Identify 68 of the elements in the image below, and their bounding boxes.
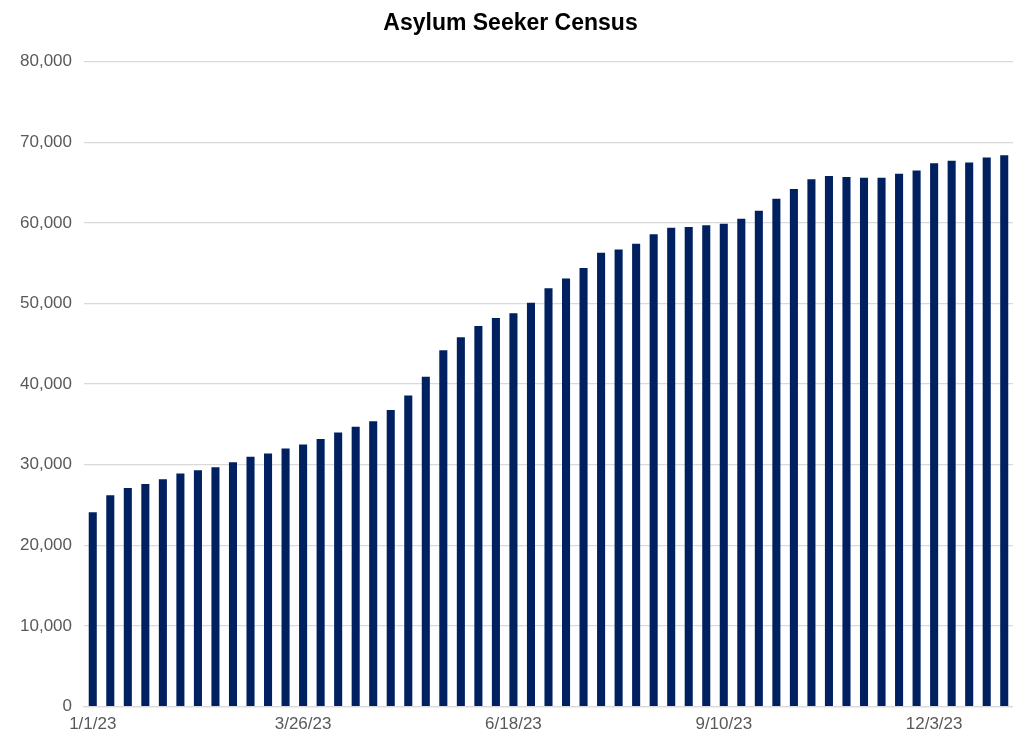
bar <box>439 350 448 706</box>
bar <box>859 177 869 706</box>
bar <box>842 176 851 706</box>
bar <box>719 223 728 706</box>
bar <box>544 288 553 706</box>
bar <box>299 444 308 706</box>
y-tick-label: 30,000 <box>20 454 72 474</box>
bar <box>88 512 97 706</box>
bar <box>824 176 833 706</box>
y-tick-label: 40,000 <box>20 373 72 393</box>
bar <box>562 278 571 706</box>
bar <box>649 234 658 706</box>
bar <box>982 157 991 706</box>
y-tick-label: 0 <box>62 696 72 716</box>
bar <box>211 467 220 706</box>
bar <box>141 484 150 706</box>
bar <box>702 225 711 706</box>
bar <box>947 160 956 706</box>
bar <box>421 376 430 706</box>
bar <box>246 456 255 706</box>
bar <box>106 495 115 706</box>
bar <box>965 162 974 706</box>
bar <box>474 326 483 706</box>
bar <box>316 438 325 706</box>
bar <box>807 179 816 706</box>
bar <box>930 163 939 706</box>
bar <box>281 448 290 706</box>
x-tick-label: 12/3/23 <box>905 714 963 734</box>
bar <box>369 421 378 706</box>
chart-title: Asylum Seeker Census <box>383 9 638 36</box>
bar <box>193 470 202 706</box>
bar <box>667 227 676 706</box>
bar <box>491 317 500 706</box>
x-tick-label: 9/10/23 <box>695 714 753 734</box>
bar <box>737 218 746 706</box>
bar <box>386 409 395 706</box>
bar <box>632 243 641 706</box>
bar <box>877 177 886 706</box>
y-tick-label: 60,000 <box>20 212 72 232</box>
y-tick-label: 10,000 <box>20 615 72 635</box>
bar <box>789 188 798 706</box>
y-tick-label: 50,000 <box>20 293 72 313</box>
bar <box>509 313 518 706</box>
y-tick-label: 70,000 <box>20 131 72 151</box>
bar <box>176 473 185 706</box>
x-tick-label: 3/26/23 <box>274 714 332 734</box>
bar <box>614 249 623 706</box>
y-tick-label: 20,000 <box>20 535 72 555</box>
bar <box>597 252 606 706</box>
bar <box>158 479 167 706</box>
bar <box>895 173 904 706</box>
bar <box>1000 155 1009 706</box>
bar <box>772 198 781 706</box>
bar <box>684 226 693 706</box>
bar <box>264 453 273 706</box>
bar <box>754 210 763 706</box>
bar <box>912 170 921 706</box>
bar <box>456 337 465 706</box>
y-tick-label: 80,000 <box>20 51 72 71</box>
bar <box>351 426 360 706</box>
bar <box>228 462 238 706</box>
bar <box>404 395 413 706</box>
bar <box>334 432 343 706</box>
x-tick-label: 1/1/23 <box>69 714 117 734</box>
bar <box>579 268 588 706</box>
bar <box>123 488 132 706</box>
bar <box>526 302 535 706</box>
x-tick-label: 6/18/23 <box>485 714 542 734</box>
